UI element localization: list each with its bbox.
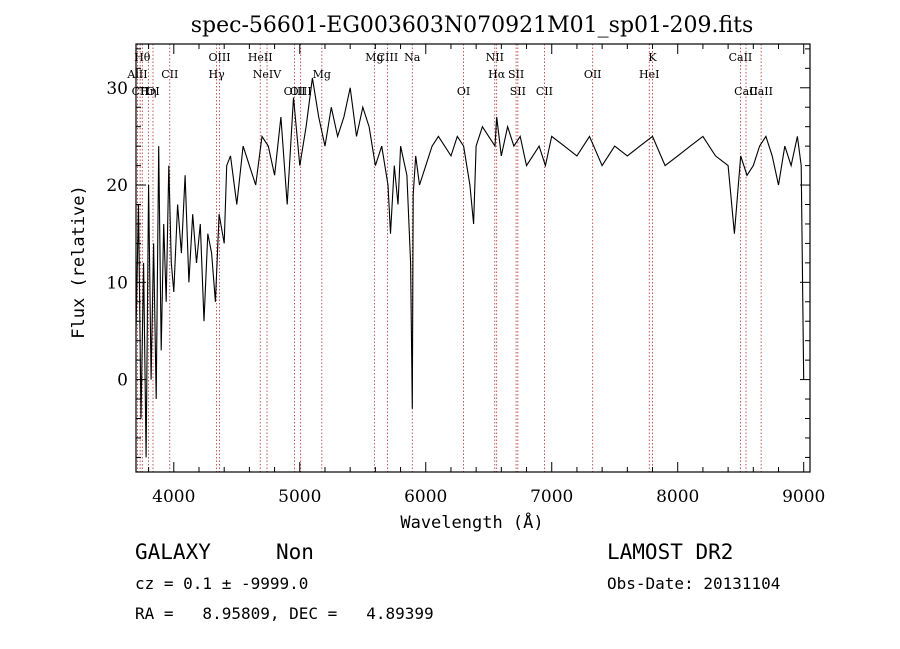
marker-label: CII: [536, 85, 553, 98]
marker-label: OIII: [208, 51, 230, 64]
y-axis-ticks: 0 10 20 30: [106, 48, 810, 458]
survey-name: LAMOST DR2: [607, 540, 734, 564]
spectrum-line: [135, 77, 805, 458]
marker-label: OII: [584, 68, 602, 81]
plot-frame: [135, 43, 811, 473]
object-class: GALAXY: [135, 540, 211, 564]
marker-label: OI: [457, 85, 470, 98]
y-axis-label: Flux (relative): [69, 185, 89, 339]
marker-label: CaII: [729, 51, 753, 64]
x-tick-label: 6000: [404, 487, 447, 507]
x-tick-label: 9000: [782, 487, 825, 507]
marker-label: CIII: [377, 51, 398, 64]
marker-label: NII: [486, 51, 504, 64]
marker-label: OI: [146, 85, 159, 98]
observation-date: Obs-Date: 20131104: [607, 574, 781, 593]
x-axis-label: Wavelength (Å): [400, 511, 543, 533]
marker-label: SII: [508, 68, 524, 81]
marker-label: Na: [404, 51, 421, 64]
x-tick-label: 4000: [152, 487, 195, 507]
marker-label: HeII: [248, 51, 273, 64]
marker-label: SII: [510, 85, 526, 98]
marker-label: Mg: [365, 51, 383, 64]
y-tick-label: 20: [106, 176, 128, 196]
marker-label: HeI: [639, 68, 659, 81]
marker-label: CaII: [749, 85, 773, 98]
y-tick-label: 10: [106, 273, 128, 293]
marker-label: CaII: [734, 85, 758, 98]
marker-label: CII: [161, 68, 178, 81]
marker-label: OIII: [290, 85, 312, 98]
coordinates-readout: RA = 8.95809, DEC = 4.89399: [135, 604, 434, 623]
x-tick-label: 7000: [530, 487, 573, 507]
x-axis-ticks: 4000 5000 6000 7000 8000 9000: [148, 44, 825, 507]
x-tick-label: 8000: [656, 487, 699, 507]
marker-label: Hθ: [134, 51, 151, 64]
marker-label: Hα: [488, 68, 506, 81]
marker-label: AlII: [126, 68, 147, 81]
marker-label: Hγ: [209, 68, 226, 81]
chart-title: spec-56601-EG003603N070921M01_sp01-209.f…: [191, 13, 754, 38]
marker-label: K: [648, 51, 657, 64]
object-subclass: Non: [276, 540, 314, 564]
emission-line-markers: [137, 44, 762, 472]
marker-label: NeIV: [253, 68, 282, 81]
y-tick-label: 0: [117, 371, 128, 391]
y-tick-label: 30: [106, 79, 128, 99]
x-tick-label: 5000: [278, 487, 321, 507]
marker-label: Mg: [313, 68, 331, 81]
marker-label: OIII: [284, 85, 306, 98]
redshift-readout: cz = 0.1 ± -9999.0: [135, 574, 309, 593]
